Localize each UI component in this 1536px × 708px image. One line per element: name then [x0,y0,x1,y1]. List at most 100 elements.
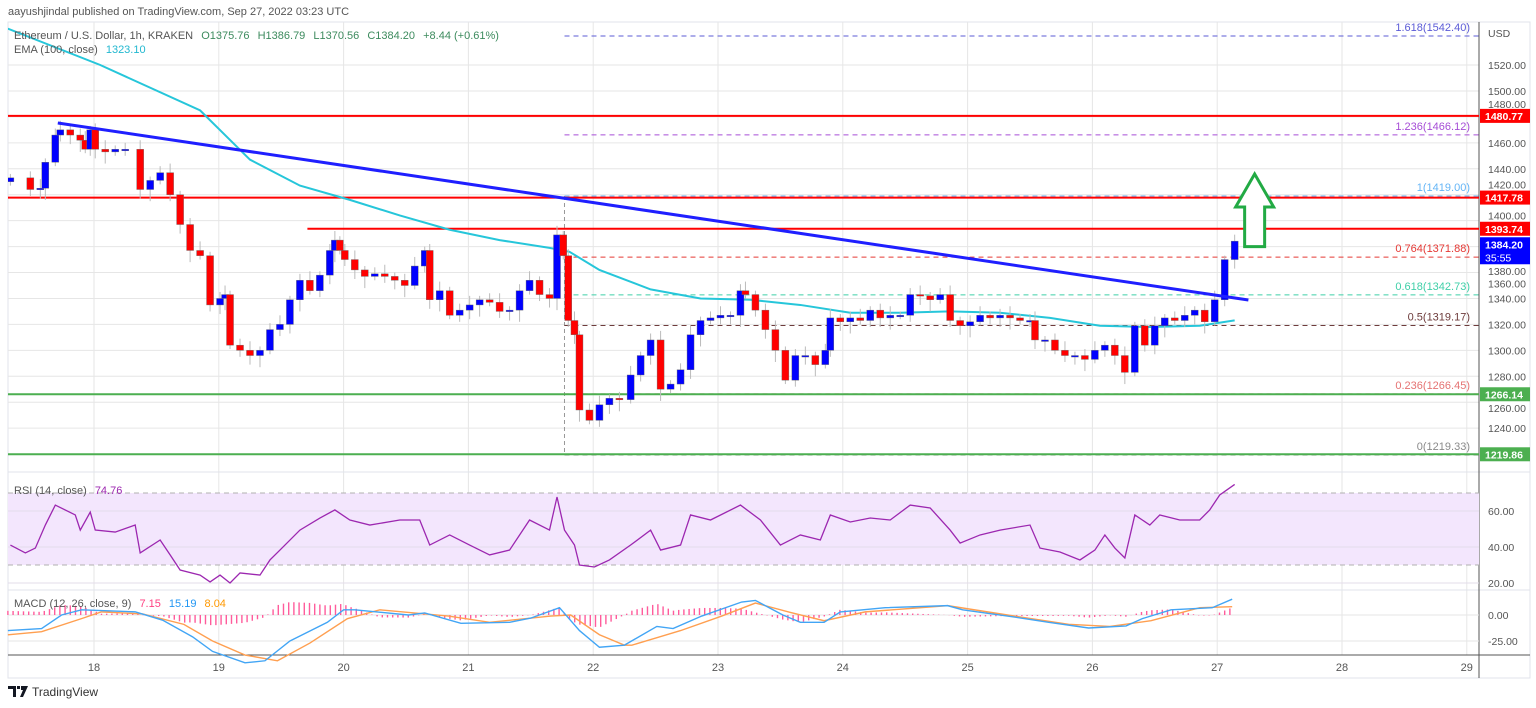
candle[interactable] [936,288,944,304]
candle[interactable] [1081,349,1089,372]
candle[interactable] [525,271,534,295]
candle[interactable] [475,295,484,317]
candle[interactable] [535,276,544,302]
macd-signal-line[interactable] [7,602,1233,662]
candle[interactable] [1121,346,1129,385]
candle[interactable] [553,225,561,311]
candle[interactable] [51,128,60,167]
up-arrow-icon[interactable] [1233,170,1277,249]
candle[interactable] [791,349,800,387]
candle[interactable] [946,285,954,327]
candle[interactable] [36,179,45,199]
rsi-legend[interactable]: RSI (14, close) 74.76 [14,485,127,497]
candle[interactable] [391,272,399,290]
candle[interactable] [246,341,254,365]
candle[interactable] [186,218,194,263]
candle[interactable] [856,308,864,325]
candle[interactable] [286,295,294,334]
candle[interactable] [741,281,750,299]
candle[interactable] [236,338,244,357]
candle[interactable] [505,306,514,321]
candle[interactable] [401,273,409,298]
candle[interactable] [545,288,554,308]
candle[interactable] [1091,341,1099,364]
candle[interactable] [146,176,154,202]
ema-legend[interactable]: EMA (100, close) 1323.10 [14,44,151,56]
candle[interactable] [351,250,359,280]
candle[interactable] [316,271,324,298]
candle[interactable] [485,293,494,307]
candle[interactable] [575,330,584,422]
candle[interactable] [736,284,745,327]
candle[interactable] [226,290,234,350]
candle[interactable] [1061,341,1069,363]
candle[interactable] [411,256,419,290]
candle[interactable] [771,320,780,363]
candle[interactable] [846,311,854,334]
candle[interactable] [696,316,705,347]
candle[interactable] [1171,311,1179,325]
candle[interactable] [1141,319,1149,352]
candle[interactable] [41,158,50,200]
candle[interactable] [1016,314,1024,325]
candle[interactable] [1111,338,1119,365]
candle[interactable] [76,128,84,152]
candle[interactable] [26,171,35,196]
candle[interactable] [564,249,572,327]
candle[interactable] [121,142,129,156]
candle[interactable] [1181,306,1189,327]
candle[interactable] [465,295,474,320]
candle[interactable] [926,291,934,312]
candle[interactable] [666,380,675,394]
candle[interactable] [196,241,204,260]
candle[interactable] [686,325,695,379]
candle[interactable] [1051,333,1059,355]
candle[interactable] [426,243,434,309]
candle[interactable] [256,346,264,368]
candle[interactable] [656,330,665,401]
candle[interactable] [811,351,820,377]
candle[interactable] [495,293,504,318]
candle[interactable] [866,306,874,327]
candle[interactable] [761,303,770,339]
candle[interactable] [646,333,655,365]
candle[interactable] [956,316,964,335]
candle[interactable] [1161,314,1169,338]
candle[interactable] [751,290,760,317]
candle[interactable] [216,291,224,315]
candle[interactable] [585,403,594,425]
candle[interactable] [615,391,624,412]
candle[interactable] [595,395,604,427]
candle[interactable] [1041,336,1049,352]
candle[interactable] [716,306,725,325]
candle[interactable] [1101,341,1109,357]
candle[interactable] [676,363,685,391]
candle[interactable] [336,236,344,255]
candle[interactable] [176,190,184,234]
macd-line[interactable] [7,598,1233,664]
candle[interactable] [101,140,109,164]
symbol-name[interactable]: Ethereum / U.S. Dollar, 1h, KRAKEN [14,30,194,42]
candle[interactable] [605,394,614,414]
candle[interactable] [906,288,914,322]
candle[interactable] [1131,321,1139,377]
candle[interactable] [455,303,464,322]
candle[interactable] [371,267,379,281]
candle[interactable] [836,314,845,331]
candle[interactable] [706,311,715,325]
candle[interactable] [361,266,369,289]
candle[interactable] [166,163,174,202]
candle[interactable] [296,273,304,312]
candle[interactable] [801,346,810,365]
candle[interactable] [515,284,524,322]
macd-legend[interactable]: MACD (12, 26, close, 9) 7.15 15.19 8.04 [14,598,231,610]
candle[interactable] [986,311,994,325]
candle[interactable] [136,140,144,199]
bearish-trendline[interactable] [57,121,1249,302]
candle[interactable] [626,365,635,404]
candle[interactable] [266,323,274,355]
candle[interactable] [821,343,830,369]
candle[interactable] [876,303,884,327]
rsi-line[interactable] [10,483,1236,584]
candle[interactable] [570,311,579,344]
